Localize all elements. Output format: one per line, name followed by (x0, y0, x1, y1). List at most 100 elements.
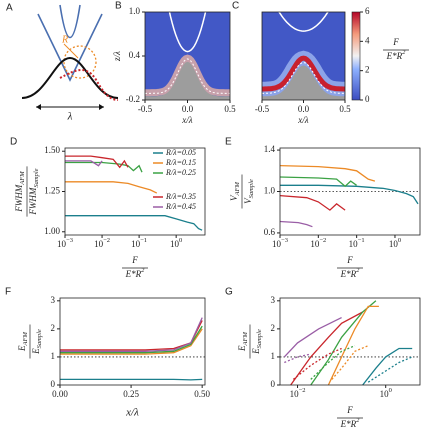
heatmap (145, 12, 230, 100)
tick-label: 1.0 (264, 186, 276, 196)
measured-profile (59, 69, 119, 101)
denominator-text: E*R (340, 269, 357, 279)
denominator-text: E*R (386, 51, 403, 61)
denominator-text: E (251, 348, 261, 355)
fraction-numerator: F (346, 255, 353, 265)
series-line (65, 160, 103, 167)
tick-label-base: 10 (380, 389, 390, 399)
tick-label: 1.0 (129, 6, 141, 16)
tick-label: 1.00 (44, 226, 60, 236)
series-line (279, 176, 357, 188)
series-line (60, 378, 203, 381)
tip-contour (168, 12, 207, 53)
numerator-text: E (17, 345, 27, 352)
panel-label: A (6, 3, 13, 14)
legend-label: R/λ=0.35 (165, 192, 196, 201)
fraction-numerator: FWHMAFM (14, 171, 26, 213)
series-line (280, 184, 419, 205)
tick-label: 0 (365, 94, 370, 104)
tick-label-base: 10 (131, 239, 141, 249)
denominator-sub: Sample (33, 168, 40, 187)
fraction-numerator: EAFM (17, 331, 29, 351)
plot-frame (59, 297, 206, 386)
series-line (292, 347, 342, 380)
tick-label-base: 10 (290, 389, 300, 399)
tick-label-base: 10 (57, 239, 67, 249)
tick-label: 0.0 (182, 104, 194, 114)
series-line (279, 194, 346, 211)
legend-label: R/λ=0.05 (165, 148, 196, 157)
tip-outline (37, 13, 103, 82)
series-line (310, 345, 356, 380)
tip-apex (59, 4, 81, 39)
tick-label: 0 (271, 379, 276, 389)
tick-label: 10−1 (349, 237, 365, 249)
numerator-text: F (346, 405, 353, 415)
schematic: A R λ (6, 3, 119, 123)
heatmap (262, 12, 345, 100)
tick-label: 2 (271, 323, 276, 333)
tick-label: -0.2 (126, 94, 140, 104)
tick-label-exp: −2 (319, 237, 326, 244)
series-line (284, 353, 311, 364)
series-line (290, 311, 364, 386)
radius-arrow (63, 43, 79, 59)
tick-label: 0.6 (264, 227, 276, 237)
series-line (65, 181, 158, 194)
tick-label-base: 1.50 (44, 145, 60, 155)
heatmap-glow (145, 54, 230, 97)
x-axis-label: x/λ (297, 115, 308, 125)
panel-label: C (232, 1, 239, 12)
series-line (310, 300, 377, 386)
series-line (65, 161, 143, 173)
fraction-denominator: ESample (251, 329, 263, 355)
tick-label: 2 (51, 323, 56, 333)
legend-label: R/λ=0.25 (165, 168, 196, 177)
series-line (60, 320, 203, 351)
tick-label: 0.25 (123, 389, 139, 399)
fraction-denominator: ESample (31, 329, 43, 355)
fraction-numerator: EAFM (237, 331, 249, 351)
series-line (60, 325, 203, 354)
tick-label: -0.5 (138, 104, 153, 114)
denominator-sup: 2 (141, 267, 145, 274)
tick-label-base: 1.0 (264, 186, 276, 196)
sample-profile (21, 56, 119, 99)
series-line (60, 328, 203, 355)
tick-label-exp: 0 (179, 237, 182, 244)
panel-label: G (225, 287, 233, 298)
tick-label: 3 (271, 295, 276, 305)
panel-label: B (115, 1, 122, 12)
fraction-numerator: VAFM (229, 181, 241, 200)
tick-label: 6 (365, 6, 370, 16)
sample-surface (262, 62, 345, 94)
numerator-text: F (346, 255, 353, 265)
series-line (60, 317, 203, 352)
tick-label: 1 (271, 351, 276, 361)
series-line (367, 356, 413, 383)
tick-label: -0.5 (255, 104, 270, 114)
annotation: λ (67, 111, 73, 123)
tick-label: 1.4 (264, 144, 276, 154)
numerator-sub: AFM (22, 331, 29, 346)
tick-label: 0.5 (339, 104, 351, 114)
tick-label-base: 10 (272, 239, 282, 249)
x-axis-label: x/λ (125, 407, 139, 419)
tick-label-base: 10 (389, 239, 399, 249)
sample-region (145, 61, 230, 100)
fraction-denominator: E*R2 (340, 417, 361, 429)
tick-label: 10−1 (131, 237, 147, 249)
fraction-denominator: VSample (243, 179, 255, 204)
denominator-text: FWHM (28, 187, 38, 215)
tick-label-base: 10 (310, 239, 320, 249)
plot-frame (279, 297, 421, 386)
fraction-denominator: FWHMSample (28, 168, 40, 215)
tick-label: 100 (170, 237, 182, 249)
tick-label-base: 0.00 (52, 389, 68, 399)
fraction-label: F E*R2 (383, 37, 409, 61)
tip-contour (278, 12, 329, 32)
tick-label: 0.50 (194, 389, 210, 399)
tick-label-exp: −3 (281, 237, 288, 244)
denominator-sub: Sample (256, 329, 263, 348)
tick-label-exp: 0 (398, 237, 401, 244)
